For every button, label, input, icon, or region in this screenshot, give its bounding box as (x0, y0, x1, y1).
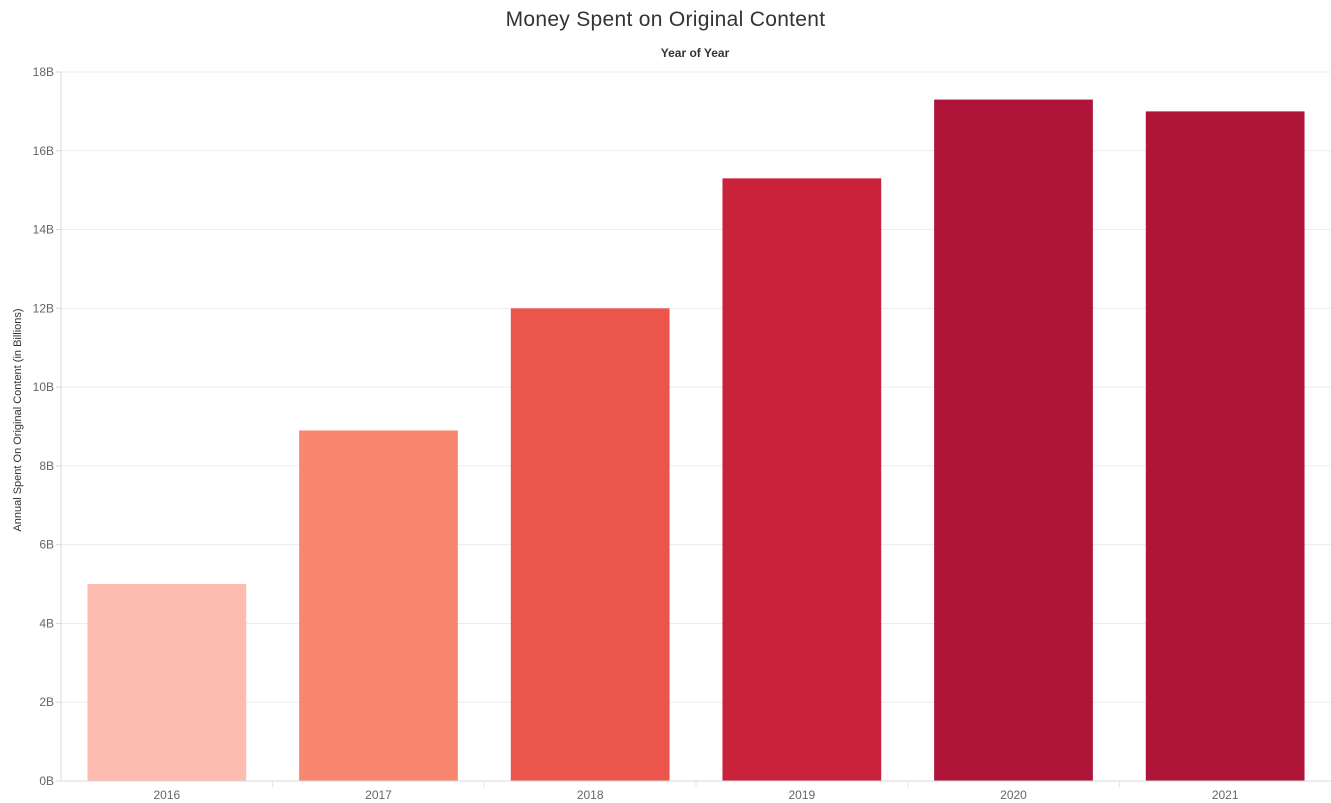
x-tick-label: 2017 (365, 788, 392, 802)
y-tick-label: 2B (39, 695, 54, 709)
bar-2016[interactable] (87, 584, 247, 781)
bar-2019[interactable] (722, 178, 882, 782)
gridlines (61, 71, 1331, 782)
y-tick-label: 8B (39, 459, 54, 473)
y-tick-label: 6B (39, 538, 54, 552)
y-tick-label: 0B (39, 774, 54, 788)
x-tick-label: 2021 (1212, 788, 1239, 802)
y-tick-label: 16B (33, 144, 54, 158)
bar-2018[interactable] (510, 308, 670, 781)
bar-2020[interactable] (934, 99, 1093, 782)
y-tick-label: 12B (33, 301, 54, 315)
bars (87, 99, 1305, 782)
x-axis-header: Year of Year (660, 46, 730, 60)
x-tick-label: 2016 (153, 788, 180, 802)
x-tick-label: 2020 (1000, 788, 1027, 802)
tick-labels: 0B 2B 4B 6B 8B 10B 12B 14B 16B 18B 2016 2017 2018 201… (33, 65, 1239, 802)
x-tick-label: 2018 (577, 788, 604, 802)
x-tick-label: 2019 (788, 788, 815, 802)
bar-2017[interactable] (299, 430, 458, 781)
y-tick-label: 4B (39, 616, 54, 630)
bar-2021[interactable] (1145, 111, 1305, 781)
y-tick-label: 10B (33, 380, 54, 394)
axes (56, 71, 1331, 787)
y-tick-label: 18B (33, 65, 54, 79)
y-tick-label: 14B (33, 223, 54, 237)
chart-title: Money Spent on Original Content (505, 8, 826, 31)
